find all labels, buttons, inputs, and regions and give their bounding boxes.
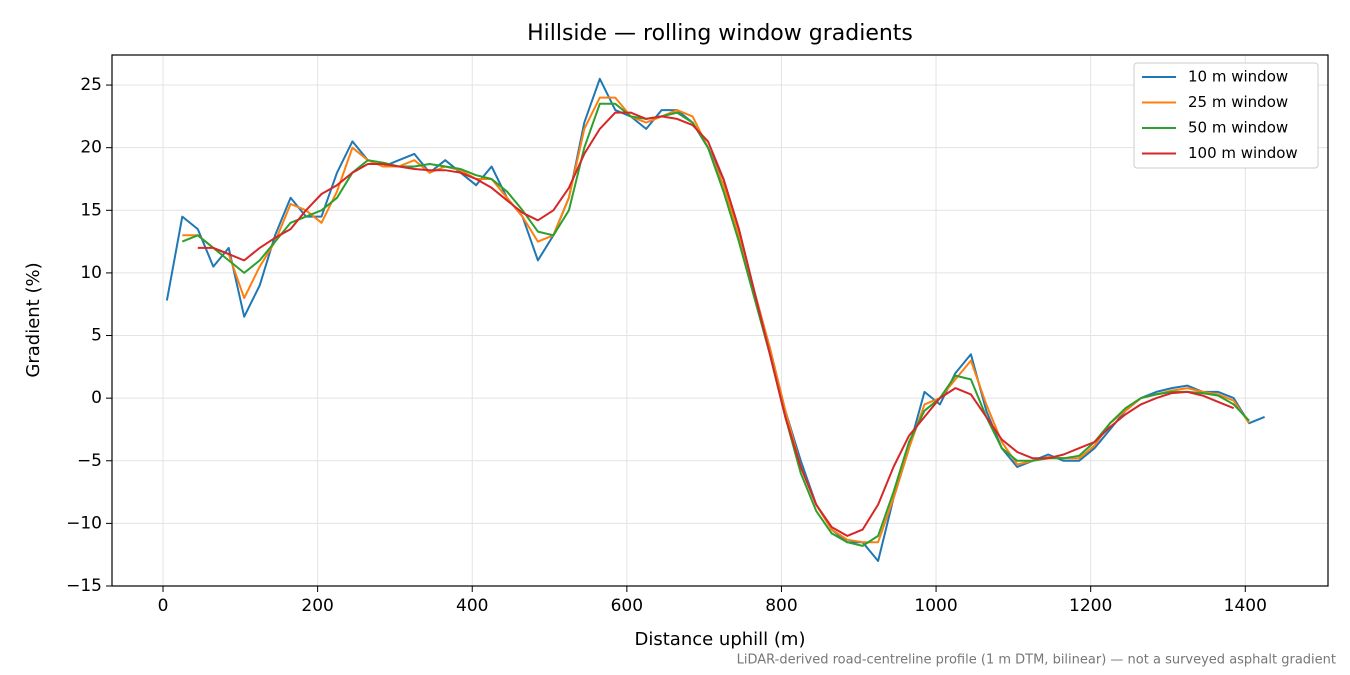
y-tick-label: 5: [91, 326, 102, 346]
y-tick-label: 20: [80, 138, 102, 158]
x-axis-label: Distance uphill (m): [635, 629, 806, 650]
legend-box: [1133, 62, 1319, 169]
y-tick-label: −5: [77, 451, 102, 471]
x-tick-label: 0: [158, 596, 169, 616]
series-line: [165, 77, 1265, 562]
legend-label: 50 m window: [1188, 119, 1288, 137]
x-tick-label: 400: [456, 596, 488, 616]
legend-label: 25 m window: [1188, 93, 1288, 111]
x-tick-label: 1400: [1224, 596, 1267, 616]
x-tick-label: 200: [301, 596, 333, 616]
plot-frame: [111, 54, 1329, 587]
y-tick-label: −10: [66, 513, 102, 533]
y-tick-label: 15: [80, 200, 102, 220]
series-line: [182, 96, 1250, 544]
footnote: LiDAR-derived road-centreline profile (1…: [737, 653, 1336, 668]
y-tick-label: −15: [66, 576, 102, 596]
y-tick-label: 25: [80, 75, 102, 95]
legend-label: 100 m window: [1188, 144, 1298, 162]
series-line: [197, 111, 1235, 537]
x-tick-label: 1200: [1069, 596, 1112, 616]
y-tick-label: 0: [91, 388, 102, 408]
x-tick-label: 800: [765, 596, 797, 616]
chart-title: Hillside — rolling window gradients: [527, 21, 913, 46]
series-line: [181, 102, 1250, 547]
x-tick-label: 1000: [914, 596, 957, 616]
legend-label: 10 m window: [1188, 68, 1288, 86]
x-tick-label: 600: [611, 596, 643, 616]
y-axis-label: Gradient (%): [23, 262, 44, 377]
y-tick-label: 10: [80, 263, 102, 283]
legend: 10 m window 25 m window 50 m window 100 m w…: [1133, 62, 1319, 169]
